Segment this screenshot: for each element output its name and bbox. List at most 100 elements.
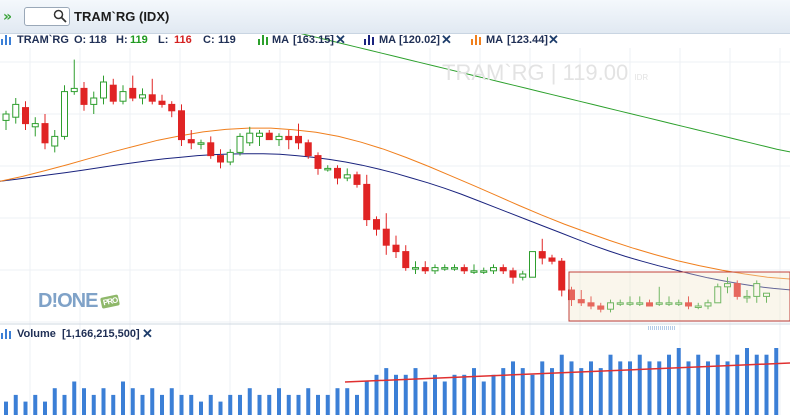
volume-bar	[228, 394, 233, 415]
candlestick-series	[2, 59, 770, 313]
candle	[431, 264, 439, 274]
volume-bar	[43, 401, 47, 415]
volume-bar	[745, 348, 749, 415]
candle	[685, 296, 692, 310]
candle	[626, 296, 634, 306]
scroll-indicator[interactable]	[648, 326, 676, 330]
candle	[392, 235, 400, 258]
candle	[558, 258, 566, 297]
candle	[178, 104, 185, 146]
candle	[314, 152, 322, 175]
volume-bar	[501, 368, 506, 415]
volume-bar	[462, 374, 467, 415]
candle	[226, 149, 234, 166]
volume-bar	[579, 368, 584, 415]
candle	[538, 238, 546, 265]
candle	[22, 101, 29, 130]
candle	[168, 101, 176, 118]
magnifier-icon[interactable]	[53, 9, 67, 23]
volume-bar	[13, 394, 18, 415]
volume-bar	[647, 361, 652, 415]
candle	[285, 130, 293, 150]
volume-bar	[140, 394, 145, 415]
ma-legend-swatch-green	[258, 35, 268, 45]
candle	[70, 59, 78, 95]
candle	[41, 114, 49, 150]
volume-bar	[530, 374, 535, 415]
candle	[451, 264, 458, 271]
candle	[597, 302, 605, 313]
candle	[217, 149, 224, 169]
candle	[675, 299, 683, 306]
candle	[490, 264, 497, 274]
volume-bar	[589, 361, 593, 415]
candle	[246, 126, 254, 146]
volume-bar	[696, 354, 701, 415]
volume-bar	[306, 388, 311, 415]
high-value: 119	[130, 34, 148, 46]
low-value: 116	[174, 34, 192, 46]
candle	[148, 78, 156, 105]
candle	[353, 171, 361, 188]
volume-bar	[316, 394, 320, 415]
close-value: 119	[218, 34, 236, 46]
selection-box[interactable]	[568, 271, 790, 322]
volume-bar	[598, 368, 603, 415]
candle	[509, 267, 517, 284]
ma-green-line	[160, 0, 790, 153]
volume-bar	[550, 368, 554, 415]
volume-bar	[238, 394, 242, 415]
volume-bar	[569, 361, 574, 415]
candle	[724, 277, 731, 294]
volume-bar	[101, 388, 106, 415]
ma1-remove-icon[interactable]: ✕	[335, 32, 346, 47]
volume-bar	[667, 354, 671, 415]
volume-bar	[754, 354, 759, 415]
candle	[382, 213, 390, 255]
volume-bar	[23, 401, 28, 415]
ma2-remove-icon[interactable]: ✕	[441, 32, 452, 47]
volume-bar	[735, 354, 740, 415]
volume-bar	[189, 394, 194, 415]
volume-bar	[150, 388, 155, 415]
low-label: L:	[158, 34, 169, 46]
ma3-remove-icon[interactable]: ✕	[548, 32, 559, 47]
volume-bar	[452, 374, 457, 415]
candle	[704, 299, 712, 310]
volume-series	[4, 348, 779, 415]
volume-bar	[4, 401, 8, 415]
ma-orange-line	[0, 127, 790, 280]
candle	[295, 123, 302, 150]
candle	[265, 130, 273, 141]
candle	[100, 75, 107, 105]
candle	[61, 85, 68, 140]
ma1-label: MA	[272, 34, 290, 46]
candle	[207, 136, 215, 159]
volume-bar	[764, 354, 769, 415]
volume-value: [1,166,215,500]	[62, 328, 140, 340]
candle	[12, 98, 20, 124]
volume-remove-icon[interactable]: ✕	[142, 326, 153, 341]
candle	[256, 130, 263, 146]
double-chevron-right-icon[interactable]: »	[3, 9, 12, 25]
close-label: C:	[203, 34, 215, 46]
candle	[460, 264, 468, 274]
volume-bar	[520, 368, 525, 415]
volume-bar	[374, 374, 379, 415]
volume-bar	[121, 381, 125, 415]
ma-legend-swatch-navy	[364, 35, 374, 45]
candle	[80, 82, 88, 111]
volume-bar	[335, 388, 340, 415]
candle	[421, 261, 429, 274]
candle	[363, 174, 371, 226]
volume-bar	[247, 388, 252, 415]
volume-bar	[384, 368, 389, 415]
ma-navy-line	[0, 153, 790, 291]
volume-bar	[130, 388, 135, 415]
volume-bar	[52, 388, 57, 415]
symbol-search-input[interactable]	[24, 7, 70, 26]
volume-bar	[160, 394, 164, 415]
candle	[665, 296, 673, 306]
open-value: 118	[89, 34, 107, 46]
